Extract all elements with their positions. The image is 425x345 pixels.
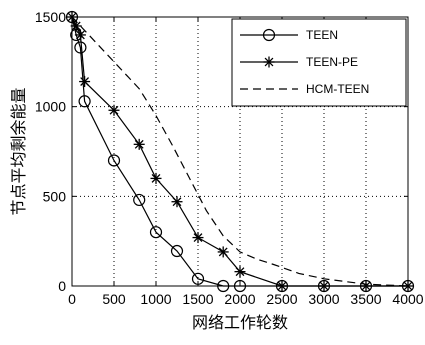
series-teen-pe [66,11,414,292]
data-point [79,76,91,88]
marker-stroke [235,267,245,277]
data-point [149,226,163,239]
x-tick-label: 1000 [140,291,171,307]
data-point [276,280,288,292]
legend-label: TEEN [306,28,338,42]
marker-stroke [264,57,274,67]
data-point [170,244,184,258]
legend-item: TEEN-PE [240,55,358,69]
data-point [191,272,205,285]
x-tick-label: 2500 [266,291,297,307]
marker-stroke [80,77,90,86]
marker-stroke [319,281,329,291]
legend-marker [263,56,275,68]
data-point [318,280,330,292]
data-point [133,193,146,207]
series-hcm-teen [71,16,409,287]
legend-item: TEEN [240,28,338,42]
legend-label: TEEN-PE [306,55,358,69]
data-point [150,172,162,184]
y-tick-label: 0 [58,278,66,294]
y-axis-title: 节点平均剩余能量 [9,87,28,215]
marker-stroke [277,281,287,291]
marker-stroke [172,197,182,207]
series-line [71,16,409,287]
data-point [108,104,120,116]
data-point [233,279,247,293]
legend-marker [262,28,276,42]
data-point [217,246,229,258]
y-tick-label: 1500 [35,9,66,25]
x-tick-label: 1500 [182,291,213,307]
x-tick-label: 3000 [308,291,339,307]
marker-stroke [361,281,371,291]
marker-stroke [193,233,203,242]
x-tick-label: 500 [102,291,126,307]
marker-stroke [403,281,413,291]
x-tick-label: 0 [68,291,76,307]
data-point [234,266,246,278]
data-point [107,154,121,167]
y-tick-label: 500 [43,188,67,204]
marker-stroke [134,139,144,149]
data-point [78,95,91,108]
x-tick-label: 3500 [350,291,381,307]
data-point [133,138,145,150]
data-point [74,29,86,41]
legend-label: HCM-TEEN [306,82,369,96]
marker-stroke [109,105,119,115]
marker-stroke [75,30,85,40]
x-axis-title: 网络工作轮数 [192,313,288,332]
data-point [360,280,372,292]
data-point [217,279,230,293]
data-point [171,196,183,208]
y-tick-label: 1000 [35,99,66,115]
data-point [192,232,204,244]
marker-stroke [151,173,161,183]
x-tick-label: 2000 [224,291,255,307]
marker-stroke [218,247,228,257]
data-point [74,41,87,54]
legend-item: HCM-TEEN [240,82,369,96]
marker-stroke [71,21,81,31]
legend: TEEN TEEN-PE HCM-TEEN [231,18,407,107]
x-tick-label: 4000 [392,291,423,307]
